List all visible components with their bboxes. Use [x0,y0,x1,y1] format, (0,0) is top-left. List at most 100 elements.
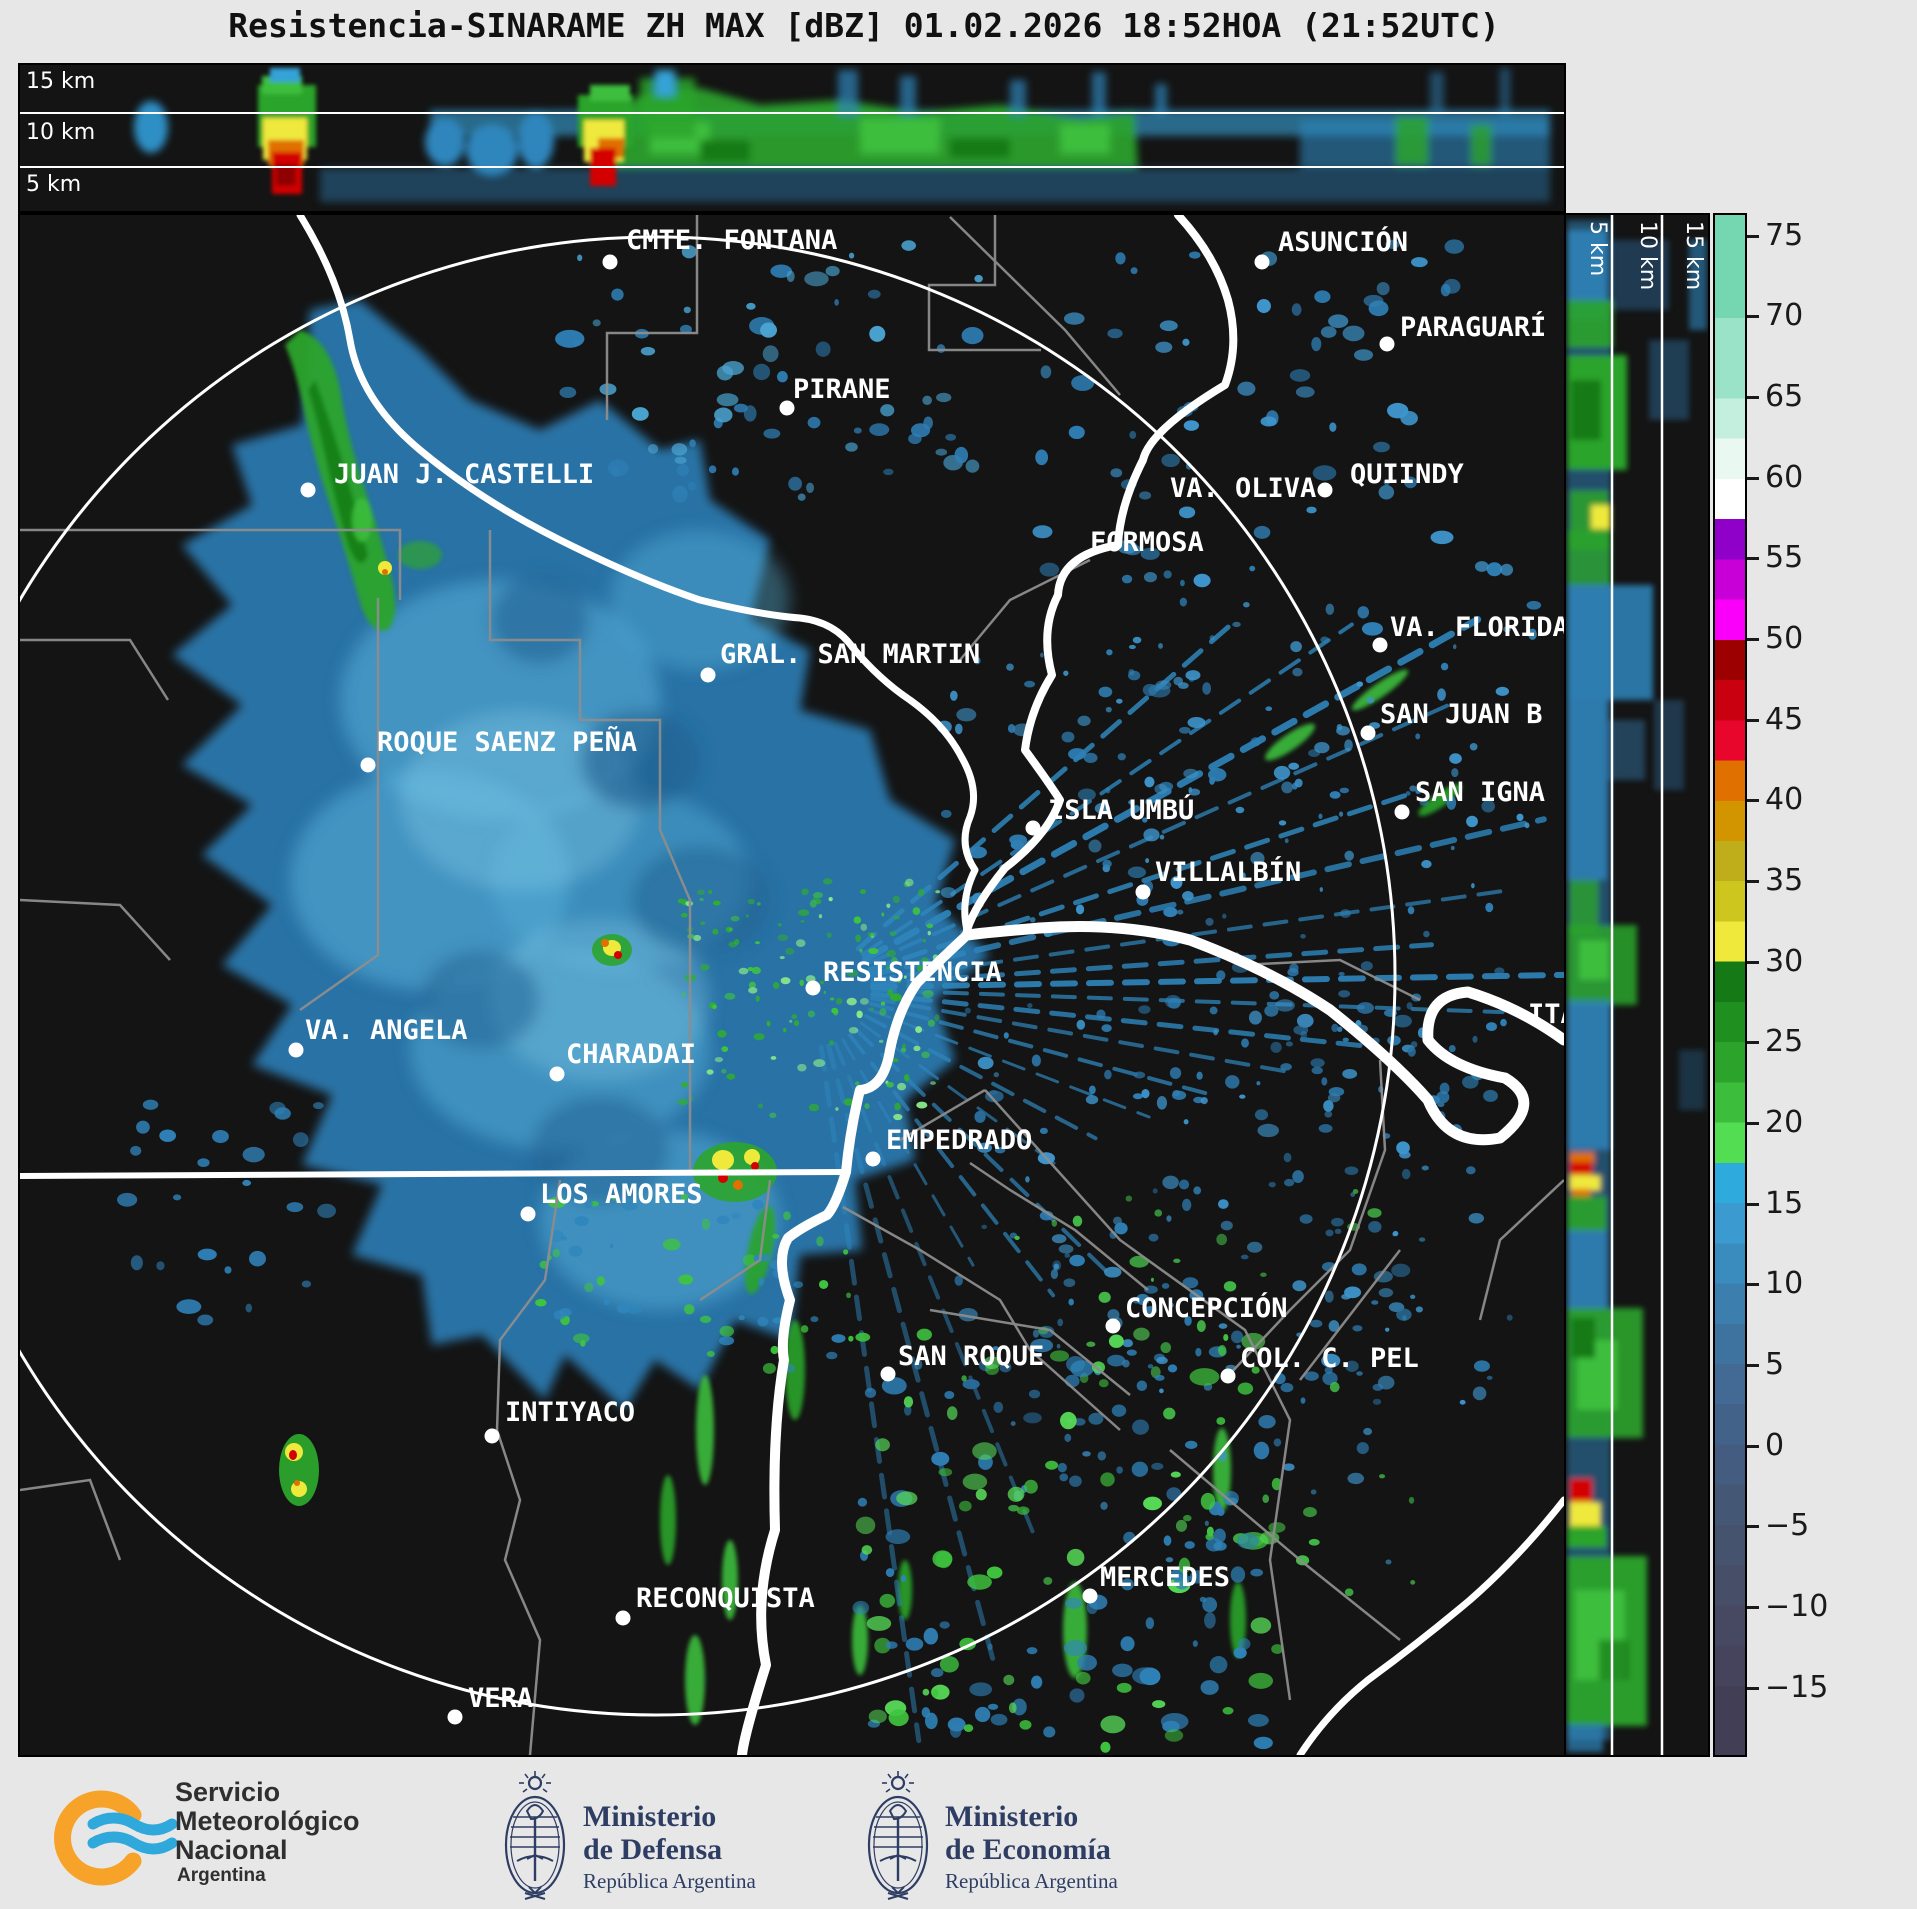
echo-speckle-dot [1161,1283,1170,1289]
echo-speckle-dot [1376,281,1390,296]
echo-speckle-dot [1468,1212,1485,1224]
city-label: VILLALBÍN [1155,856,1301,888]
echo-speckle-dot [1164,1729,1184,1742]
echo-speckle-dot [743,405,757,422]
echo-speckle-dot [859,889,867,895]
echo-speckle-dot [1239,1094,1246,1099]
echo-speckle-dot [568,1245,583,1257]
echo-speckle-dot [1303,1507,1317,1518]
echo-speckle-dot [555,329,585,348]
cell-part [712,1150,734,1170]
echo-speckle-dot [1288,762,1300,770]
echo-speckle-dot [696,889,705,895]
echo-speckle-dot [826,932,832,938]
echo-speckle-dot [1292,1170,1304,1183]
echo-speckle-dot [961,1375,967,1382]
echo-speckle-dot [1111,1404,1127,1417]
echo-speckle-dot [1116,698,1123,704]
echo-speckle-dot [1130,267,1138,275]
echo-speckle-dot [800,919,805,923]
echo-speckle-dot [1057,1318,1064,1327]
city-label: SAN ROQUE [898,1341,1044,1372]
echo-speckle-dot [1193,573,1211,588]
echo-speckle-dot [1110,468,1123,478]
echo-speckle-dot [1281,781,1293,794]
echo-speckle-dot [1342,325,1365,342]
echo-speckle-dot [1462,1075,1479,1089]
colorbar-tick [1747,1525,1759,1529]
city-dot [549,1066,565,1082]
echo-speckle-dot [927,930,931,936]
echo-speckle-dot [716,393,739,407]
echo-speckle-dot [1387,1035,1401,1046]
echo-speckle-dot [1143,1306,1158,1315]
echo-speckle-dot [584,1200,593,1209]
city-label: PIRANE [793,374,891,405]
echo-speckle-dot [1485,902,1494,913]
echo-speckle-dot [1338,971,1345,976]
echo-speckle-dot [1107,328,1123,339]
radial-spoke [863,1014,1098,1141]
echo-speckle-dot [172,1194,182,1201]
echo-speckle-dot [930,1668,944,1678]
echo-speckle-dot [1148,683,1171,698]
echo-speckle-dot [1114,1222,1128,1235]
echo-speckle-dot [961,326,984,345]
echo-speckle-dot [855,1332,871,1342]
echo-speckle-dot [950,690,958,701]
colorbar-tick-label: −15 [1765,1669,1829,1705]
echo-speckle-dot [1331,1023,1339,1033]
echo-speckle-dot [1165,1557,1174,1563]
echo-speckle-dot [677,898,684,904]
city-label: VERA [468,1683,533,1714]
echo-speckle-dot [1069,1254,1085,1267]
echo-speckle-dot [1270,1041,1282,1053]
echo-speckle-dot [1339,909,1351,918]
echo-speckle-dot [962,1473,988,1490]
echo-speckle-dot [987,1643,993,1651]
echo-speckle-dot [1407,1046,1416,1057]
echo-speckle-dot [1180,579,1185,587]
echo-speckle-dot [1247,1241,1263,1253]
echo-speckle-dot [857,1497,868,1507]
echo-speckle-dot [756,902,761,906]
top-panel-label-15km: 15 km [26,69,96,94]
city-label: EMPEDRADO [886,1125,1032,1156]
city-dot [1317,482,1333,498]
echo-speckle-dot [757,1316,769,1327]
echo-speckle-dot [1268,1522,1286,1533]
echo-speckle-dot [1163,1407,1176,1420]
echo-speckle-dot [1407,906,1415,915]
echo-speckle-dot [1077,1654,1097,1671]
echo-speckle-dot [1075,904,1085,915]
echo-speckle-dot [721,1046,729,1052]
echo-speckle-dot [552,1248,560,1258]
city-label: ISLA UMBÚ [1048,794,1194,826]
echo-speckle-dot [846,997,857,1006]
echo-speckle-dot [1189,1368,1220,1386]
echo-speckle-dot [1406,1002,1413,1010]
echo-speckle-dot [1342,1068,1358,1079]
echo-speckle-dot [1068,748,1087,760]
echo-speckle-dot [611,1195,619,1201]
echo-speckle-dot [922,938,927,943]
echo-speckle-dot [1003,1032,1009,1039]
radial-spoke [818,1044,922,1744]
echo-speckle-dot [1516,813,1524,822]
echo-speckle-dot [807,1010,816,1018]
echo-speckle-dot [900,1047,907,1053]
echo-speckle-dot [156,1261,165,1271]
echo-speckle-dot [1236,1533,1260,1549]
echo-speckle-dot [1322,1371,1338,1386]
echo-speckle-dot [726,1073,736,1080]
echo-speckle-dot [940,887,956,899]
echo-speckle-dot [1154,1374,1165,1381]
echo-speckle-dot [1085,1094,1099,1105]
echo-speckle-dot [893,1113,903,1121]
echo-speckle-dot [993,1401,1004,1413]
echo-speckle-dot [1329,791,1341,799]
echo-speckle-dot [1250,1617,1272,1634]
echo-speckle-dot [573,1333,590,1344]
echo-speckle-dot [829,997,835,1001]
echo-speckle-dot [772,982,780,989]
